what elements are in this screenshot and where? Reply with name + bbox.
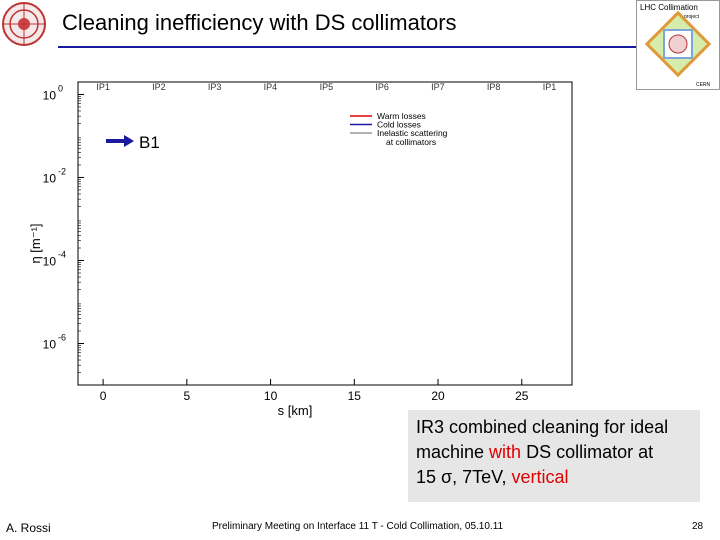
x-tick-label: 5: [184, 389, 191, 403]
ip-label: IP2: [152, 82, 166, 92]
ip-label: IP4: [264, 82, 278, 92]
x-tick-label: 25: [515, 389, 529, 403]
logo-text-cern: CERN: [696, 82, 711, 88]
note-line2-red: with: [489, 442, 522, 462]
x-axis-label: s [km]: [278, 403, 313, 418]
beam-arrow-icon: [124, 135, 134, 147]
logo-text-title: LHC Collimation: [640, 3, 698, 12]
lhc-collimation-logo: LHC Collimation project CERN: [636, 0, 720, 90]
x-tick-label: 0: [100, 389, 107, 403]
footer-author: A. Rossi: [6, 521, 51, 535]
ip-label: IP1: [96, 82, 110, 92]
note-line3: 15 σ, 7TeV,: [416, 467, 512, 487]
ip-label: IP7: [431, 82, 445, 92]
y-axis-label: η [m⁻¹]: [28, 223, 43, 263]
beam-label: B1: [139, 133, 160, 152]
legend-label: at collimators: [386, 137, 436, 147]
ip-label: IP1: [543, 82, 557, 92]
y-tick-exponent: 0: [58, 83, 63, 93]
legend-label: Cold losses: [377, 120, 421, 130]
note-line3-red: vertical: [511, 467, 569, 487]
beam-indicator: B1: [106, 133, 160, 152]
plot-frame: [77, 81, 573, 386]
legend-label: Warm losses: [377, 111, 426, 121]
y-tick-label: 10: [43, 337, 57, 351]
university-logo: [2, 2, 46, 46]
x-tick-label: 20: [431, 389, 445, 403]
y-tick-label: 10: [43, 171, 57, 185]
ip-label: IP5: [320, 82, 334, 92]
y-tick-label: 10: [43, 88, 57, 102]
legend-label: Inelastic scattering: [377, 128, 448, 138]
ip-label: IP8: [487, 82, 501, 92]
note-line2-pre: machine: [416, 442, 490, 462]
x-tick-label: 10: [264, 389, 278, 403]
x-tick-label: 15: [348, 389, 362, 403]
footer-page-number: 28: [692, 521, 704, 532]
note-line2-post: DS collimator at: [521, 442, 654, 462]
logo-text-project: project: [684, 14, 700, 20]
cleaning-inefficiency-chart: Quench−limit at 7TeV (nominal) for 0.2h …: [28, 81, 573, 418]
slide-title: Cleaning inefficiency with DS collimator…: [62, 10, 457, 35]
ip-label: IP3: [208, 82, 222, 92]
footer-meeting: Preliminary Meeting on Interface 11 T - …: [212, 521, 504, 532]
annotation-box: IR3 combined cleaning for ideal machine …: [408, 410, 700, 502]
y-tick-exponent: -2: [58, 166, 66, 176]
note-line1: IR3 combined cleaning for ideal: [416, 417, 669, 437]
y-tick-exponent: -6: [58, 332, 66, 342]
title-rule: [58, 46, 636, 48]
y-tick-label: 10: [43, 254, 57, 268]
ip-label: IP6: [375, 82, 389, 92]
y-tick-exponent: -4: [58, 249, 66, 259]
